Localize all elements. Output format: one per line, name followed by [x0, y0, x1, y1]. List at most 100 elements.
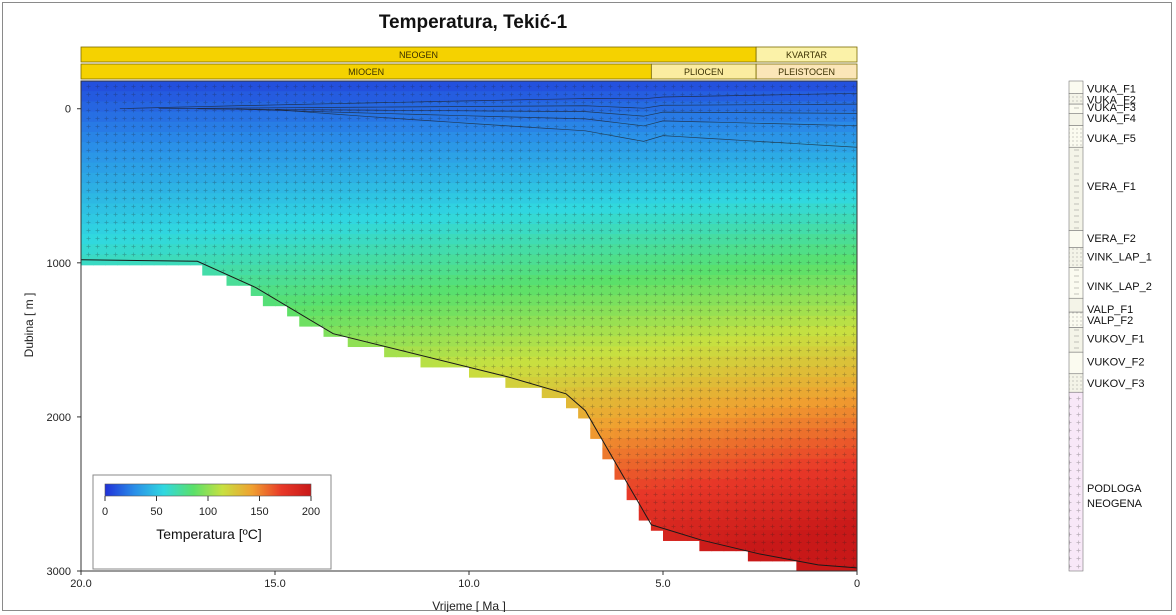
temperature-cell	[747, 550, 761, 562]
horizon-line	[274, 109, 857, 148]
strat-pattern	[1069, 247, 1083, 268]
x-axis: 20.0 15.0 10.0 5.0 0	[70, 571, 860, 590]
temperature-cell	[432, 356, 446, 368]
basement-line	[81, 259, 857, 569]
temperature-cell	[347, 336, 361, 348]
temperature-cell	[808, 560, 822, 571]
strat-cell	[1068, 80, 1084, 94]
temperature-cell	[566, 397, 579, 409]
layer-label: VUKA_F2	[1087, 94, 1136, 106]
temperature-cell	[760, 550, 773, 562]
layer-label: VERA_F2	[1087, 233, 1136, 245]
colorbar-legend: 0 50 100 150 200 Temperatura [ºC]	[92, 474, 332, 570]
layer-label: VUKA_F5	[1087, 133, 1136, 145]
layer-label: VUKOV_F3	[1087, 378, 1144, 390]
temperature-cell	[590, 428, 603, 439]
strat-pattern	[1069, 312, 1083, 328]
layer-label: VALP_F1	[1087, 304, 1133, 316]
era-bottom-label: PLEISTOCEN	[778, 67, 835, 77]
colorbar-tick-label: 100	[199, 506, 217, 518]
layer-label-line: PODLOGA	[1087, 483, 1142, 495]
y-tick-label: 0	[65, 104, 71, 116]
temperature-cell	[262, 295, 276, 307]
temperature-cell	[638, 509, 652, 521]
temperature-cell	[578, 407, 591, 419]
temperature-cell	[226, 274, 240, 286]
layer-label-line: NEOGENA	[1087, 498, 1143, 510]
x-tick-label: 15.0	[264, 578, 285, 590]
temperature-cell	[663, 530, 676, 541]
x-tick-label: 20.0	[70, 578, 91, 590]
temperature-cell	[202, 264, 215, 276]
horizon-line	[119, 92, 857, 110]
temperature-cell	[505, 377, 519, 388]
temperature-cell	[699, 540, 713, 552]
strat-cell	[1068, 230, 1084, 248]
temperature-cell	[602, 448, 616, 460]
horizon-line	[236, 108, 857, 127]
era-bottom-label: PLIOCEN	[684, 67, 724, 77]
strat-pattern	[1069, 373, 1083, 393]
strat-cell	[1068, 113, 1084, 126]
colorbar-tick-label: 150	[250, 506, 268, 518]
colorbar-ramp	[104, 483, 312, 497]
strat-pattern	[1069, 327, 1083, 353]
plot-area	[80, 80, 858, 572]
y-axis-title: Dubina [ m ]	[22, 293, 36, 358]
layer-label: VUKOV_F2	[1087, 356, 1144, 368]
era-bottom-label: MIOCEN	[348, 67, 384, 77]
strat-pattern	[1069, 104, 1083, 114]
temperature-cell	[299, 315, 312, 327]
temperature-cell	[626, 489, 640, 501]
temperature-cell	[469, 366, 482, 378]
y-axis: 0 1000 2000 3000	[47, 104, 81, 578]
x-tick-label: 0	[854, 578, 860, 590]
temperature-cell	[420, 356, 434, 368]
era-bottom-cell	[755, 63, 858, 80]
temperature-field	[81, 81, 857, 571]
temperature-cell	[796, 560, 810, 571]
temperature-cell	[287, 305, 300, 317]
y-tick-label: 3000	[47, 566, 71, 578]
temperature-cell	[675, 530, 688, 541]
layer-label: VERA_F1	[1087, 181, 1136, 193]
temperature-cell	[541, 387, 555, 399]
x-tick-label: 10.0	[458, 578, 479, 590]
sediment-pattern	[81, 81, 857, 568]
colorbar-title: Temperatura [ºC]	[156, 526, 262, 542]
layer-label: VALP_F2	[1087, 315, 1133, 327]
layer-label: PODLOGA NEOGENA	[1087, 483, 1143, 510]
layer-label: VINK_LAP_1	[1087, 252, 1152, 264]
strat-pattern	[1069, 125, 1083, 148]
era-top-label: KVARTAR	[786, 50, 828, 60]
temperature-cell	[250, 285, 264, 296]
era-bar-bottom: MIOCEN PLIOCEN PLEISTOCEN	[80, 63, 858, 80]
x-axis-title: Vrijeme [ Ma ]	[432, 599, 506, 612]
temperature-cell	[396, 346, 409, 358]
layer-label: VUKA_F1	[1087, 84, 1136, 96]
y-tick-label: 1000	[47, 258, 71, 270]
temperature-cell	[384, 346, 397, 358]
strat-pattern	[1069, 147, 1083, 231]
colorbar-tick-label: 200	[302, 506, 320, 518]
colorbar-tick-label: 0	[102, 506, 108, 518]
layer-label: VUKOV_F1	[1087, 333, 1144, 345]
chart-svg: Temperatura, Tekić-1 NEOGEN KVARTAR MIOCE…	[22, 12, 1152, 612]
strat-cell	[1068, 297, 1084, 313]
era-top-label: NEOGEN	[399, 50, 438, 60]
chart-title: Temperatura, Tekić-1	[379, 12, 568, 33]
strat-pattern	[1069, 267, 1083, 299]
layer-label: VINK_LAP_2	[1087, 281, 1152, 293]
layer-label: VUKA_F3	[1087, 102, 1136, 114]
horizon-line	[197, 108, 857, 117]
y-tick-label: 2000	[47, 412, 71, 424]
temperature-cell	[517, 377, 531, 388]
temperature-cell	[553, 387, 567, 399]
colorbar-tick-label: 50	[150, 506, 162, 518]
strat-pattern	[1069, 392, 1083, 571]
era-top-cell	[755, 46, 858, 63]
layer-label: VUKA_F4	[1087, 113, 1136, 125]
temperature-cell	[614, 468, 628, 480]
